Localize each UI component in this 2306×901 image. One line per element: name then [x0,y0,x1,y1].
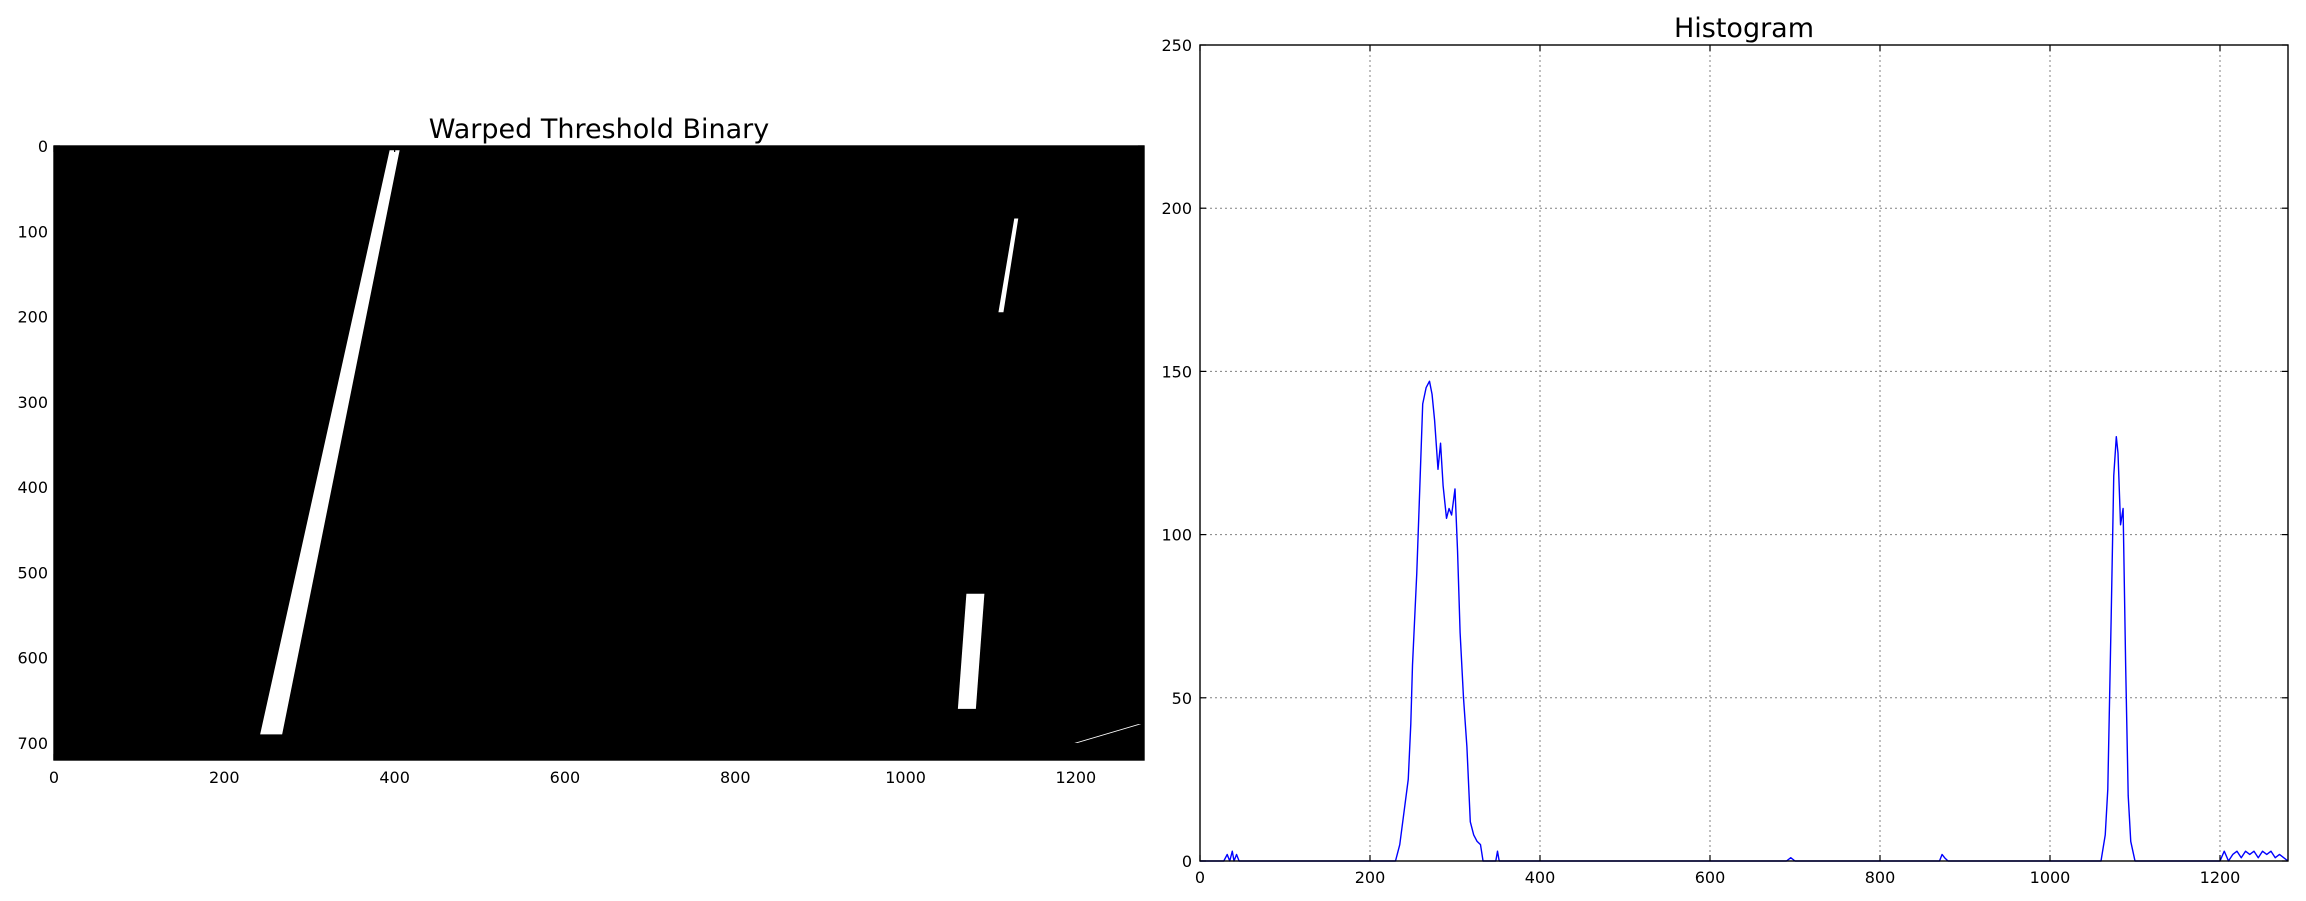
binary-image-x-ticks: 0 200 400 600 800 1000 1200 [49,146,1096,787]
binary-y-tick-label: 600 [17,649,48,668]
histogram-y-tick-label: 50 [1172,689,1192,708]
binary-y-tick-label: 300 [17,393,48,412]
histogram-x-tick-label: 1200 [2200,868,2241,887]
right-lane-lower-segment [957,593,985,709]
histogram-panel: Histogram 0 200 400 600 800 1000 1200 0 50 100 15… [1161,13,2289,887]
histogram-x-tick-label: 200 [1355,868,1386,887]
histogram-y-tick-label: 250 [1161,36,1192,55]
binary-x-tick-label: 0 [49,768,59,787]
binary-image-y-ticks: 0 100 200 300 400 500 600 700 [17,137,1144,753]
histogram-grid [1199,44,2288,862]
histogram-x-tick-label: 400 [1525,868,1556,887]
binary-x-tick-label: 200 [209,768,240,787]
binary-x-tick-label: 800 [720,768,751,787]
histogram-x-tick-label: 600 [1695,868,1726,887]
binary-x-tick-label: 1000 [885,768,926,787]
binary-y-tick-label: 700 [17,734,48,753]
histogram-x-tick-label: 0 [1195,868,1205,887]
binary-y-tick-label: 100 [17,222,48,241]
histogram-y-ticks: 0 50 100 150 200 250 [1161,36,2288,871]
histogram-y-tick-label: 200 [1161,199,1192,218]
lane-pixels [260,150,1142,743]
histogram-series-line [1200,380,2289,862]
histogram-y-tick-label: 0 [1182,852,1192,871]
binary-y-tick-label: 400 [17,478,48,497]
left-lane-line [260,150,400,735]
binary-image-background [54,146,1144,760]
histogram-title: Histogram [1674,13,1814,44]
histogram-x-tick-label: 1000 [2030,868,2071,887]
binary-image-title: Warped Threshold Binary [429,114,770,145]
binary-x-tick-label: 1200 [1056,768,1097,787]
histogram-x-tick-label: 800 [1865,868,1896,887]
histogram-frame [1199,44,2289,862]
histogram-y-tick-label: 150 [1161,362,1192,381]
binary-x-tick-label: 600 [550,768,581,787]
right-lane-upper-segment [998,218,1019,313]
binary-y-tick-label: 500 [17,563,48,582]
histogram-y-tick-label: 100 [1161,526,1192,545]
binary-x-tick-label: 400 [379,768,410,787]
binary-image-frame [53,145,1145,761]
histogram-x-ticks: 0 200 400 600 800 1000 1200 [1195,45,2240,887]
binary-y-tick-label: 0 [38,137,48,156]
binary-image-panel: Warped Threshold Binary 0 200 400 600 800 100… [17,114,1145,787]
bottom-right-streak [1074,724,1142,743]
binary-y-tick-label: 200 [17,308,48,327]
